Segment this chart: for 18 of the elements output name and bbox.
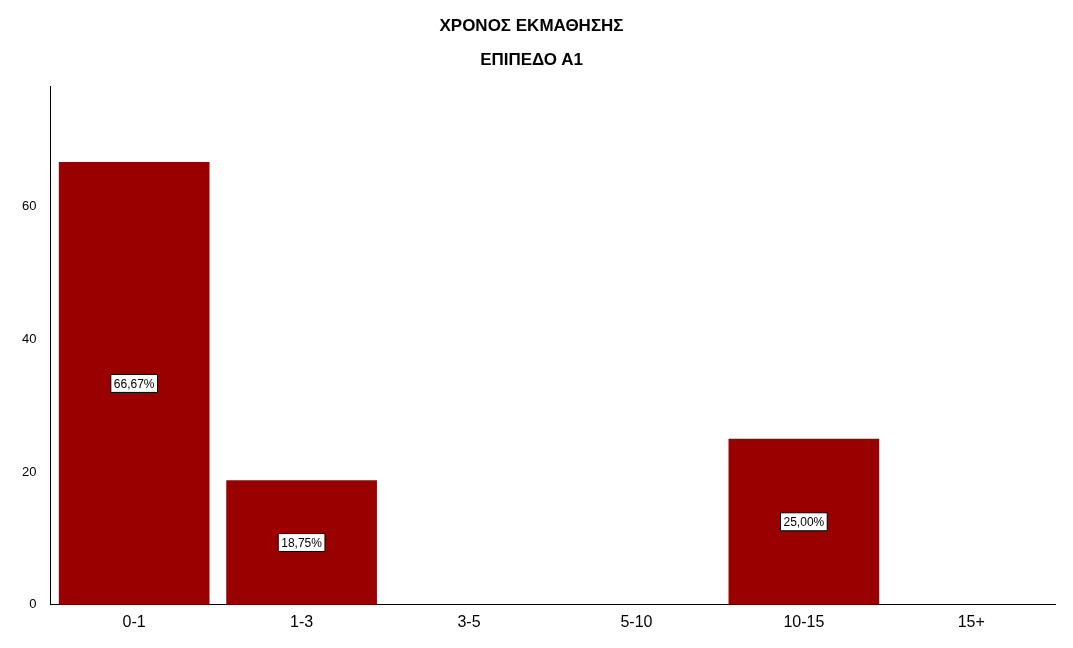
chart-title: ΧΡΟΝΟΣ ΕΚΜΑΘΗΣΗΣ — [439, 15, 624, 35]
x-tick-label: 0-1 — [122, 612, 146, 630]
bar — [58, 162, 210, 605]
y-tick-label: 20 — [21, 463, 37, 479]
data-label: 25,00% — [783, 515, 825, 530]
chart-subtitle: ΕΠΙΠΕΔΟ Α1 — [480, 50, 583, 70]
data-label: 18,75% — [281, 535, 323, 550]
data-label: 66,67% — [113, 376, 155, 391]
y-tick-label: 60 — [21, 197, 37, 213]
x-tick-label: 10-15 — [783, 612, 825, 630]
bar — [728, 438, 880, 605]
y-tick-label: 40 — [21, 330, 37, 346]
x-tick-label: 1-3 — [290, 612, 314, 630]
y-tick-label: 0 — [29, 596, 37, 612]
x-tick-label: 3-5 — [457, 612, 481, 630]
x-tick-label: 15+ — [957, 612, 985, 630]
x-tick-label: 5-10 — [620, 612, 653, 630]
bar — [226, 480, 377, 605]
